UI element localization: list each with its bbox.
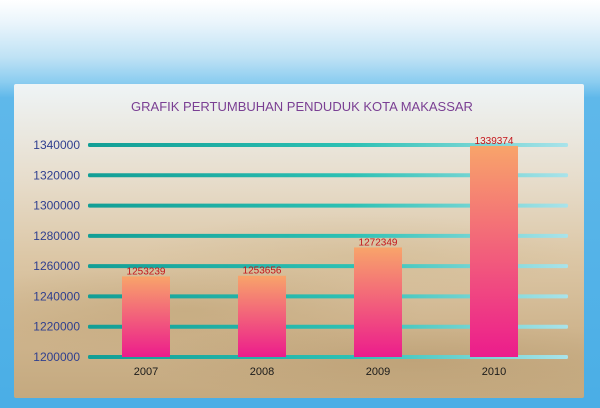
value-labels: 1253239 1253656 1272349 1339374 [127,136,514,277]
bar [470,145,518,357]
gridline [88,173,568,178]
y-axis-ticks: 1200000 1220000 1240000 1260000 1280000 13000… [33,138,80,364]
y-tick-label: 1300000 [33,199,80,213]
y-tick-label: 1240000 [33,289,80,303]
gridline [88,294,568,299]
gridline [88,355,568,359]
bar [354,247,402,357]
y-tick-label: 1200000 [33,350,80,364]
value-label: 1339374 [475,136,514,147]
y-tick-label: 1260000 [33,259,80,273]
y-tick-label: 1320000 [33,168,80,182]
x-axis-ticks: 2007 2008 2009 2010 [134,366,506,378]
chart-title: GRAFIK PERTUMBUHAN PENDUDUK KOTA MAKASSA… [131,99,473,114]
x-tick-label: 2008 [250,366,274,378]
x-tick-label: 2010 [482,366,506,378]
gridline [88,203,568,208]
gridline [88,264,568,269]
y-tick-label: 1340000 [33,138,80,152]
gridline [88,233,568,238]
bars [122,145,518,357]
x-tick-label: 2009 [366,366,390,378]
gridlines [88,143,568,359]
gridline [88,324,568,329]
y-tick-label: 1220000 [33,320,80,334]
bar [122,276,170,357]
value-label: 1272349 [359,237,398,248]
x-tick-label: 2007 [134,366,158,378]
y-tick-label: 1280000 [33,229,80,243]
value-label: 1253656 [243,266,282,277]
value-label: 1253239 [127,266,166,277]
bar [238,275,286,357]
gridline [88,143,568,147]
